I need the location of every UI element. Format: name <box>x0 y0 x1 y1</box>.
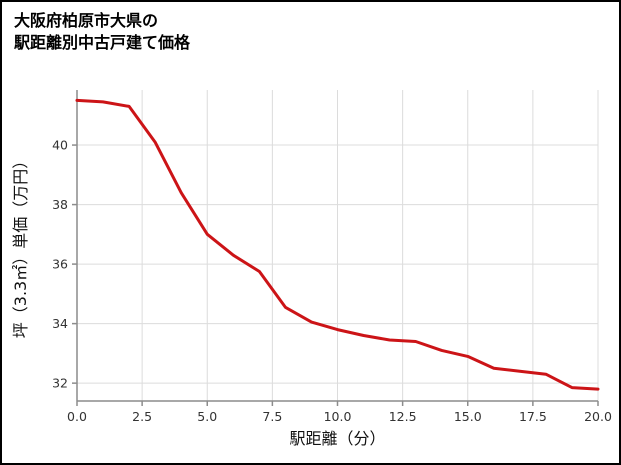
y-tick-label: 32 <box>52 376 68 391</box>
x-tick-label: 7.5 <box>262 409 282 424</box>
x-tick-label: 5.0 <box>197 409 217 424</box>
chart-title: 大阪府柏原市大県の 駅距離別中古戸建て価格 <box>14 10 190 54</box>
price-line-series <box>75 98 600 391</box>
x-tick-label: 2.5 <box>132 409 152 424</box>
x-axis-label: 駅距離（分） <box>289 429 385 448</box>
y-tick-label: 38 <box>52 197 68 212</box>
x-tick-label: 0.0 <box>67 409 87 424</box>
x-tick-label: 17.5 <box>519 409 547 424</box>
y-tick-label: 34 <box>52 316 68 331</box>
chart-title-line1: 大阪府柏原市大県の <box>14 11 159 30</box>
y-tick-label: 40 <box>52 138 68 153</box>
x-tick-label: 20.0 <box>584 409 612 424</box>
x-tick-label: 15.0 <box>454 409 482 424</box>
x-tick-label: 12.5 <box>389 409 417 424</box>
grid <box>76 90 599 401</box>
x-tick-label: 10.0 <box>324 409 352 424</box>
y-axis-label: 坪（3.3㎡）単価（万円） <box>11 153 30 338</box>
axes: 0.0 2.5 5.0 7.5 10.0 12.5 15.0 17.5 20.0 32 34 36 38… <box>52 90 612 424</box>
chart-title-line2: 駅距離別中古戸建て価格 <box>14 33 191 52</box>
y-tick-label: 36 <box>52 257 68 272</box>
